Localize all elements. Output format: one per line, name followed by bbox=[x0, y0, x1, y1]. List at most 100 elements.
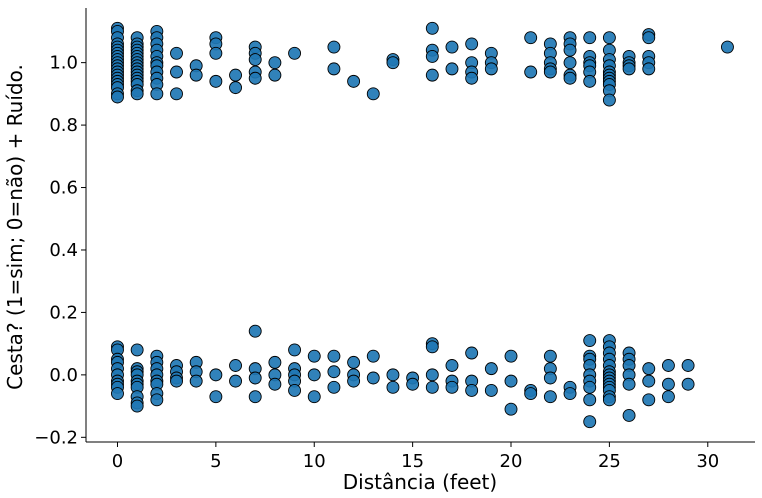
x-ticks: 0 5 10 15 20 25 30 bbox=[112, 442, 719, 472]
x-tick-label: 10 bbox=[303, 451, 326, 472]
data-point bbox=[189, 68, 203, 82]
data-point bbox=[386, 368, 400, 382]
y-tick-label: 0.6 bbox=[49, 178, 78, 199]
data-point bbox=[543, 65, 557, 79]
data-point bbox=[248, 324, 262, 338]
y-tick-label: 1.0 bbox=[49, 53, 78, 74]
data-point bbox=[170, 87, 183, 101]
data-point bbox=[248, 71, 262, 85]
data-point bbox=[563, 56, 577, 70]
x-tick-label: 15 bbox=[401, 451, 424, 472]
data-point bbox=[347, 374, 361, 388]
data-point bbox=[642, 62, 656, 76]
data-point bbox=[170, 65, 183, 79]
y-ticks: −0.2 0.0 0.2 0.4 0.6 0.8 1.0 bbox=[34, 53, 86, 448]
data-point bbox=[130, 343, 144, 357]
data-point bbox=[229, 374, 242, 388]
data-point bbox=[524, 65, 538, 79]
data-point bbox=[288, 343, 302, 357]
data-point bbox=[288, 46, 302, 60]
data-point bbox=[268, 377, 282, 391]
data-point bbox=[229, 68, 242, 82]
data-point bbox=[268, 355, 282, 369]
data-point bbox=[661, 359, 675, 372]
data-point bbox=[642, 374, 656, 388]
data-point bbox=[209, 74, 223, 88]
x-tick-label: 5 bbox=[210, 451, 221, 472]
data-point bbox=[229, 81, 242, 95]
points-layer bbox=[111, 21, 734, 429]
data-point bbox=[209, 368, 223, 382]
data-point bbox=[583, 393, 597, 407]
data-point bbox=[170, 374, 183, 388]
data-point bbox=[248, 53, 262, 66]
data-point bbox=[602, 93, 616, 107]
data-point bbox=[445, 359, 459, 372]
data-point bbox=[425, 368, 439, 382]
data-point bbox=[465, 71, 479, 85]
y-tick-label: 0.4 bbox=[49, 240, 78, 261]
data-point bbox=[524, 31, 538, 45]
data-point bbox=[642, 31, 656, 45]
data-point bbox=[248, 371, 262, 385]
data-point bbox=[484, 384, 498, 397]
data-point bbox=[465, 346, 479, 360]
y-tick-label: 0.8 bbox=[49, 115, 78, 136]
data-point bbox=[583, 74, 597, 88]
data-point bbox=[307, 390, 321, 404]
data-point bbox=[248, 390, 262, 404]
data-point bbox=[721, 40, 734, 54]
data-point bbox=[288, 384, 302, 397]
data-point bbox=[504, 374, 518, 388]
data-point bbox=[425, 21, 439, 35]
data-point bbox=[642, 362, 656, 376]
data-point bbox=[543, 371, 557, 385]
data-point bbox=[563, 387, 577, 401]
data-point bbox=[150, 87, 164, 101]
data-point bbox=[642, 393, 656, 407]
data-point bbox=[563, 43, 577, 57]
data-point bbox=[130, 87, 144, 101]
data-point bbox=[327, 40, 341, 54]
data-point bbox=[622, 377, 636, 391]
y-axis-title: Cesta? (1=sim; 0=não) + Ruído. bbox=[3, 64, 27, 390]
data-point bbox=[583, 380, 597, 394]
data-point bbox=[150, 393, 164, 407]
data-point bbox=[209, 46, 223, 60]
data-point bbox=[661, 377, 675, 391]
data-point bbox=[425, 68, 439, 82]
data-point bbox=[622, 62, 636, 76]
x-axis-title: Distância (feet) bbox=[343, 470, 497, 494]
data-point bbox=[504, 349, 518, 363]
data-point bbox=[327, 380, 341, 394]
x-tick-label: 0 bbox=[112, 451, 123, 472]
data-point bbox=[366, 87, 380, 101]
data-point bbox=[366, 349, 380, 363]
data-point bbox=[583, 31, 597, 45]
data-point bbox=[445, 62, 459, 76]
data-point bbox=[583, 415, 597, 429]
y-tick-label: 0.0 bbox=[49, 365, 78, 386]
data-point bbox=[602, 393, 616, 407]
data-point bbox=[366, 371, 380, 385]
data-point bbox=[425, 380, 439, 394]
data-point bbox=[307, 368, 321, 382]
data-point bbox=[602, 31, 616, 45]
data-point bbox=[425, 340, 439, 354]
data-point bbox=[327, 62, 341, 76]
x-tick-label: 30 bbox=[696, 451, 719, 472]
y-tick-label: 0.2 bbox=[49, 302, 78, 323]
data-point bbox=[268, 56, 282, 70]
x-tick-label: 20 bbox=[500, 451, 523, 472]
data-point bbox=[504, 402, 518, 416]
data-point bbox=[347, 355, 361, 369]
data-point bbox=[563, 71, 577, 85]
data-point bbox=[524, 387, 538, 401]
data-point bbox=[445, 380, 459, 394]
data-point bbox=[386, 56, 400, 70]
data-point bbox=[484, 62, 498, 76]
data-point bbox=[347, 74, 361, 88]
data-point bbox=[268, 68, 282, 82]
data-point bbox=[170, 46, 183, 60]
